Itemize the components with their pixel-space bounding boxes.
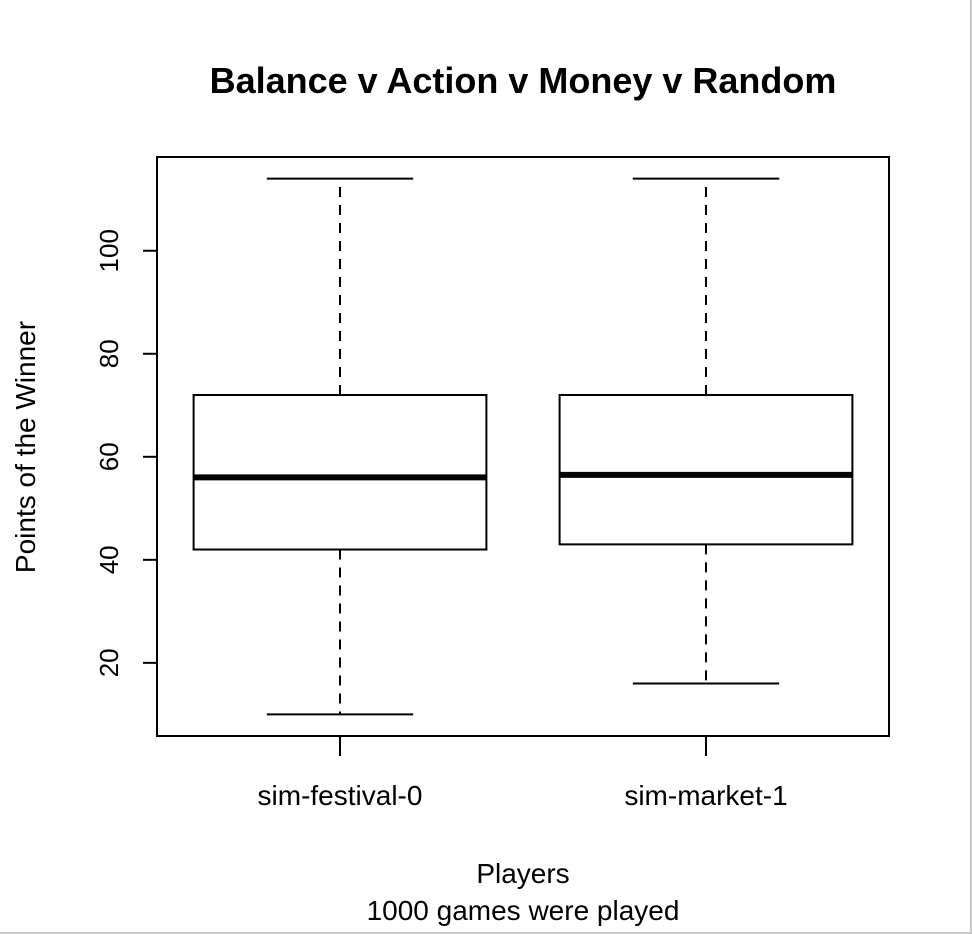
- box-group: [192, 177, 854, 716]
- x-axis: sim-festival-0 sim-market-1: [258, 735, 788, 811]
- y-tick-label: 100: [94, 229, 124, 272]
- x-tick-label: sim-market-1: [624, 780, 787, 811]
- box-sim-festival-0: [192, 177, 488, 716]
- image-right-edge: [970, 0, 972, 934]
- x-tick-label: sim-festival-0: [258, 780, 423, 811]
- x-axis-label: Players: [476, 858, 569, 889]
- y-axis-label: Points of the Winner: [10, 321, 41, 573]
- chart-subtitle: 1000 games were played: [367, 895, 680, 926]
- y-tick-label: 40: [94, 545, 124, 574]
- y-axis: 20 40 60 80 100: [94, 229, 158, 677]
- interquartile-box: [558, 393, 854, 546]
- y-tick-label: 60: [94, 442, 124, 471]
- image-bottom-edge: [0, 932, 972, 934]
- interquartile-box: [192, 393, 488, 551]
- box-sim-market-1: [558, 177, 854, 685]
- y-tick-label: 80: [94, 339, 124, 368]
- chart-title: Balance v Action v Money v Random: [210, 60, 837, 101]
- y-tick-label: 20: [94, 648, 124, 677]
